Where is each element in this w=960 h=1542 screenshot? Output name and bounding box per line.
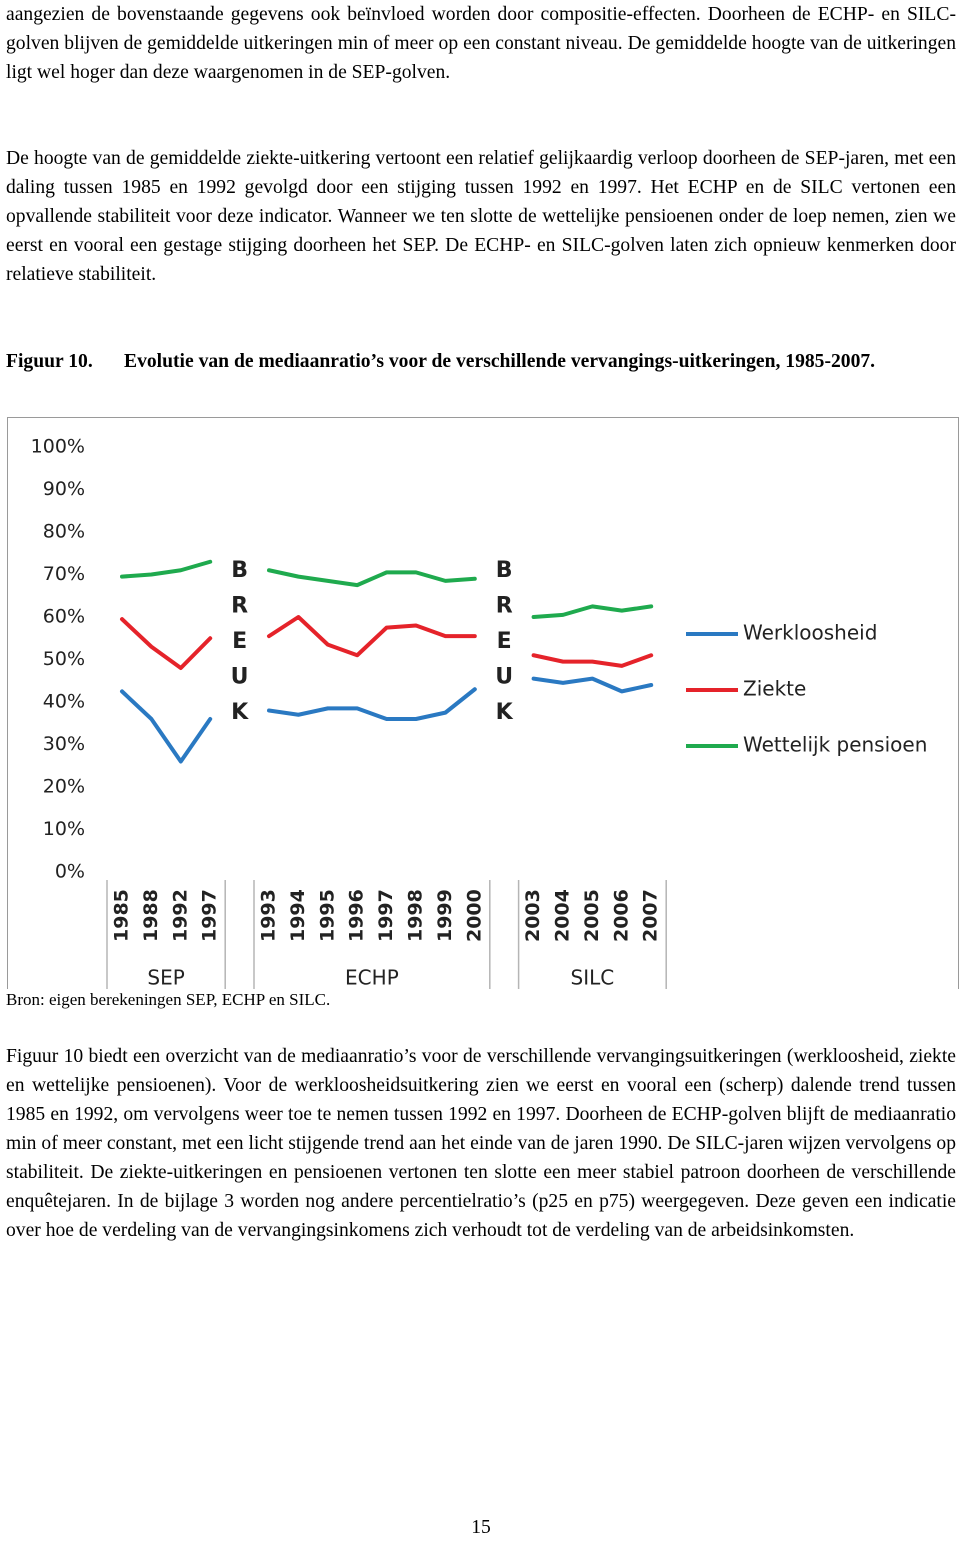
figure-title: Evolutie van de mediaanratio’s voor de v… [124,351,876,372]
break-label: K [496,700,514,725]
x-tick-label: 2005 [581,889,603,942]
break-label: R [496,594,513,619]
x-tick-label: 2003 [522,889,544,942]
x-tick-label: 1997 [375,889,397,942]
x-tick-label: 1998 [405,889,427,942]
chart: 0% 10% 20% 30% 40% 50% 60% 70% 80% 90% 100% 1985 198… [31,436,928,990]
paragraph: Figuur 10 biedt een overzicht van de med… [6,1046,956,1241]
series-line [120,615,654,670]
legend-label: Wettelijk pensioen [743,733,927,757]
break-label: U [231,665,249,690]
x-tick-label: 2000 [463,889,485,942]
break-label: U [495,665,513,690]
legend-label: Ziekte [743,677,806,701]
y-tick-label: 60% [43,606,85,628]
y-tick-label: 80% [43,521,85,543]
y-tick-label: 90% [43,478,85,500]
series-line [120,676,654,764]
series-line [120,559,654,619]
paragraph: De hoogte van de gemiddelde ziekte-uitke… [6,148,956,285]
y-tick-label: 100% [31,436,85,458]
figure-caption: Figuur 10. Evolutie van de mediaanratio’… [6,347,956,376]
x-tick-label: 1997 [199,889,221,942]
figure-source: Bron: eigen berekeningen SEP, ECHP en SI… [6,990,331,1009]
break-label: R [231,594,248,619]
x-tick-label: 1992 [169,889,191,942]
page-number: 15 [471,1517,491,1538]
legend-label: Werkloosheid [743,621,877,645]
group-label: SEP [147,966,184,990]
y-tick-label: 70% [43,563,85,585]
break-label: E [497,629,512,654]
chart-frame: 0% 10% 20% 30% 40% 50% 60% 70% 80% 90% 100% 1985 198… [7,417,959,990]
x-tick-label: 2004 [552,889,574,942]
x-tick-label: 1996 [346,889,368,942]
figure-label: Figuur 10. [6,351,93,372]
group-label: ECHP [345,966,399,990]
x-tick-label: 1985 [111,889,133,942]
x-tick-label: 1993 [258,889,280,942]
y-tick-label: 30% [43,733,85,755]
paragraph: aangezien de bovenstaande gegevens ook b… [6,4,956,83]
y-tick-label: 40% [43,691,85,713]
x-tick-label: 2007 [640,889,662,942]
break-label: E [232,629,247,654]
y-tick-label: 10% [43,818,85,840]
x-tick-label: 1995 [316,889,338,942]
y-tick-label: 20% [43,776,85,798]
x-tick-label: 1999 [434,889,456,942]
y-tick-label: 50% [43,648,85,670]
break-label: B [231,558,248,583]
break-label: B [496,558,513,583]
x-tick-label: 2006 [610,889,632,942]
x-tick-label: 1994 [287,889,309,942]
break-label: K [231,700,249,725]
group-label: SILC [571,966,615,990]
x-tick-label: 1988 [140,889,162,942]
y-tick-label: 0% [55,861,85,883]
